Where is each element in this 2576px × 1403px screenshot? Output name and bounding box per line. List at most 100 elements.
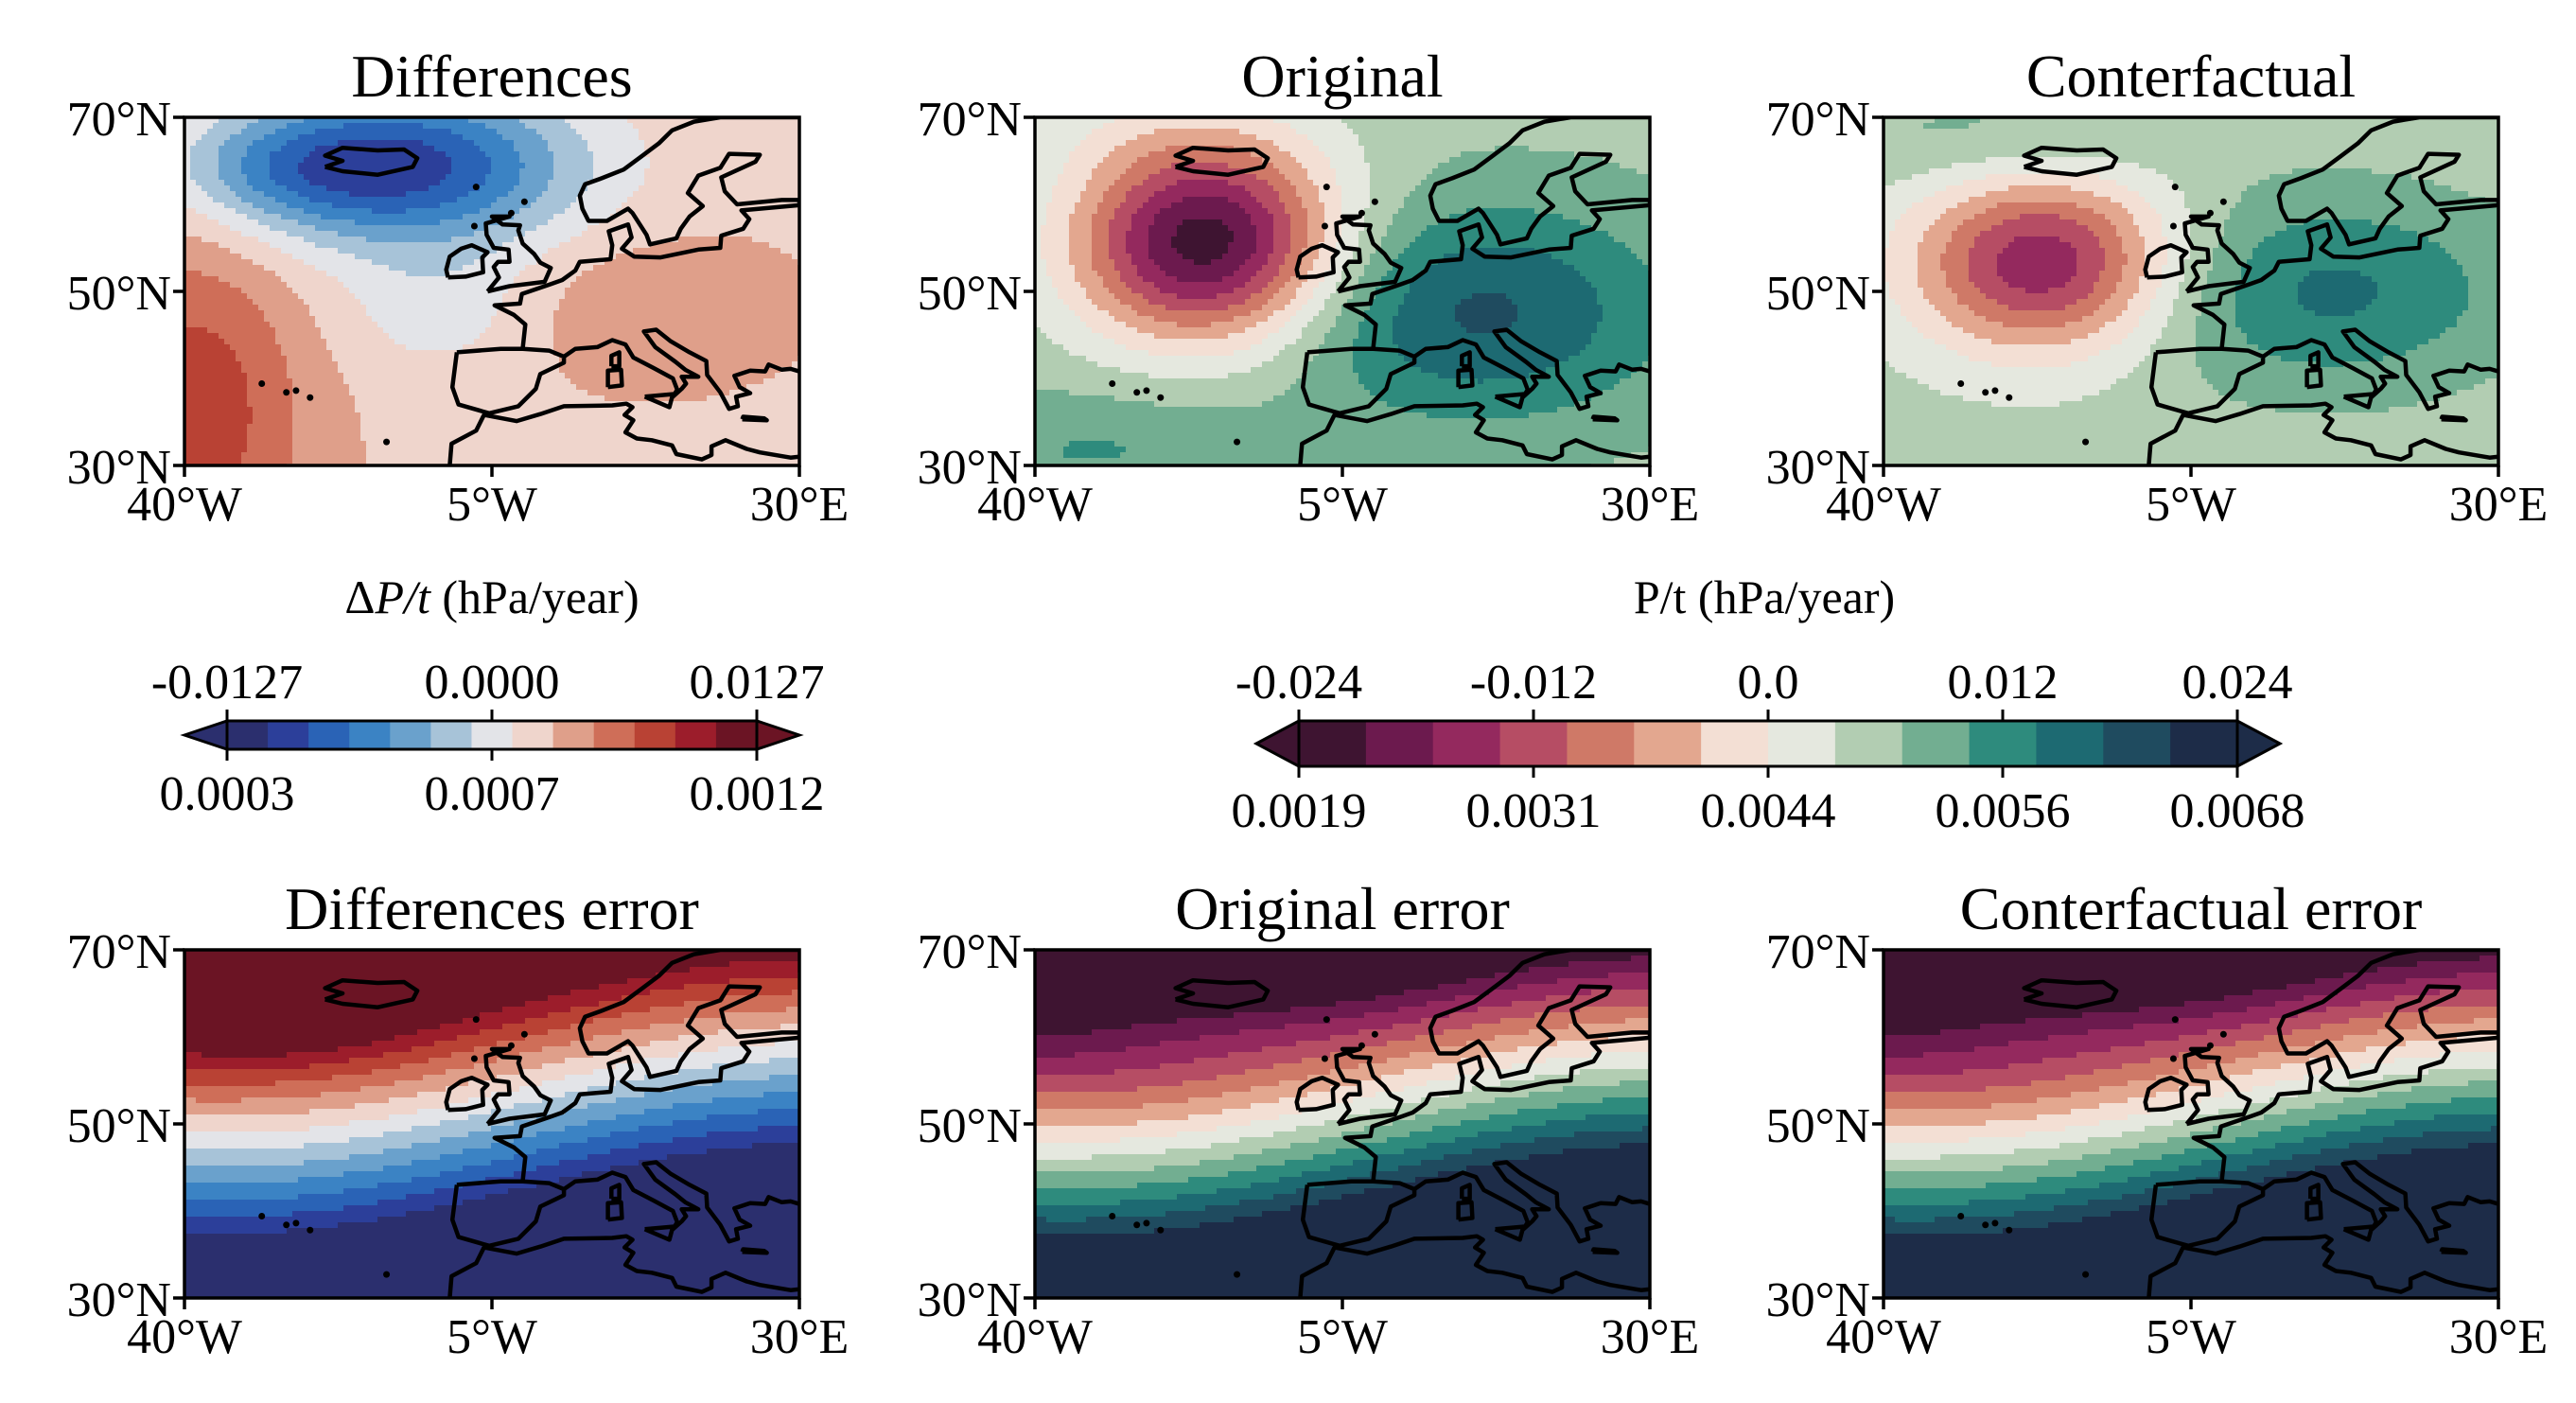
coastline: [1109, 950, 1650, 1298]
colorbar-bottom-tick-label: 0.0012: [690, 767, 825, 821]
lon-tick-label: 5°W: [1297, 478, 1388, 532]
colorbar-extend-high: [2235, 718, 2284, 769]
colorbar-swatch: [2170, 721, 2238, 766]
lon-tick-label: 30°E: [1601, 1310, 1700, 1364]
lat-tick-label: 70°N: [1766, 93, 1870, 147]
colorbar-swatch: [471, 721, 514, 749]
colorbar-swatch: [268, 721, 309, 749]
panel-title: Differences: [351, 43, 632, 110]
lon-tick-label: 40°W: [977, 478, 1093, 532]
lat-tick-label: 30°N: [918, 1273, 1022, 1327]
colorbar-swatch: [2036, 721, 2104, 766]
colorbar-top-tick-label: -0.024: [1235, 656, 1362, 710]
lat-tick-label: 70°N: [918, 93, 1022, 147]
colorbar-bottom-tick-label: 0.0019: [1232, 784, 1367, 838]
lon-tick-label: 40°W: [1826, 478, 1941, 532]
lon-tick-label: 5°W: [447, 478, 537, 532]
colorbar-swatch: [1432, 721, 1501, 766]
lon-tick-label: 30°E: [2449, 478, 2549, 532]
coastline: [258, 950, 799, 1298]
lat-tick-label: 70°N: [1766, 925, 1870, 979]
colorbar-swatch: [593, 721, 636, 749]
panel-title: Conterfactual error: [1960, 875, 2423, 942]
colorbar-differences: -0.0127 0.0000 0.0127 0.0003 0.0007 0.0012 ΔP/…: [151, 570, 825, 821]
map-panel-conterfactual-error: Conterfactual error 70°N 50°N 30°N40°W 5°W 30…: [1766, 875, 2549, 1364]
colorbar-swatch: [1499, 721, 1568, 766]
lat-tick-label: 30°N: [1766, 1273, 1870, 1327]
colorbar-swatch: [1768, 721, 1836, 766]
map-panel-conterfactual: Conterfactual 70°N 50°N 30°N40°W 5°W 30°E: [1766, 43, 2549, 532]
lat-tick-label: 50°N: [918, 1099, 1022, 1153]
colorbar-differences-label: ΔP/t (hPa/year): [344, 570, 639, 623]
colorbar-main: -0.024 -0.012 0.0 0.012 0.024 0.0019 0.0031 0.0…: [1232, 570, 2305, 838]
colorbar-top-tick-label: 0.0127: [690, 656, 825, 710]
colorbar-swatch: [512, 721, 554, 749]
colorbar-swatch: [2103, 721, 2171, 766]
lon-tick-label: 30°E: [750, 478, 850, 532]
colorbar-swatch: [349, 721, 391, 749]
lon-tick-label: 40°W: [1826, 1310, 1941, 1364]
colorbar-bottom-tick-label: 0.0068: [2170, 784, 2305, 838]
colorbar-swatch: [390, 721, 431, 749]
lon-tick-label: 5°W: [1297, 1310, 1388, 1364]
panel-title: Differences error: [285, 875, 699, 942]
colorbar-swatch: [634, 721, 676, 749]
lon-tick-label: 40°W: [127, 1310, 242, 1364]
coastline: [1957, 117, 2498, 465]
colorbar-swatch: [675, 721, 717, 749]
colorbar-extend-low: [1253, 718, 1301, 769]
lat-tick-label: 30°N: [1766, 441, 1870, 495]
contour-field: [1035, 117, 1650, 465]
colorbar-swatch: [715, 721, 758, 749]
lon-tick-label: 30°E: [1601, 478, 1700, 532]
colorbar-swatch: [430, 721, 472, 749]
coastline: [1109, 117, 1650, 465]
lat-tick-label: 30°N: [918, 441, 1022, 495]
lon-tick-label: 40°W: [977, 1310, 1093, 1364]
colorbar-top-tick-label: 0.012: [1948, 656, 2059, 710]
colorbar-bottom-tick-label: 0.0007: [425, 767, 560, 821]
map-panel-differences: Differences 70°N 50°N 30°N40°W 5°W 30°E: [67, 43, 850, 532]
lat-tick-label: 50°N: [67, 1099, 171, 1153]
colorbar-swatch: [552, 721, 595, 749]
map-panel-original-error: Original error 70°N 50°N 30°N40°W 5°W 30°E: [918, 875, 1700, 1364]
lon-tick-label: 40°W: [127, 478, 242, 532]
colorbar-swatch: [308, 721, 350, 749]
lat-tick-label: 70°N: [67, 93, 171, 147]
colorbar-bottom-tick-label: 0.0056: [1936, 784, 2071, 838]
colorbar-swatch: [1834, 721, 1903, 766]
colorbar-main-label: P/t (hPa/year): [1634, 570, 1895, 623]
lat-tick-label: 50°N: [67, 267, 171, 321]
colorbar-bottom-tick-label: 0.0044: [1701, 784, 1836, 838]
lon-tick-label: 5°W: [447, 1310, 537, 1364]
coastline: [1957, 950, 2498, 1298]
lat-tick-label: 50°N: [1766, 1099, 1870, 1153]
colorbar-bottom-tick-label: 0.0003: [160, 767, 295, 821]
colorbar-swatch: [1901, 721, 1971, 766]
panel-title: Original error: [1175, 875, 1510, 942]
map-panel-differences-error: Differences error 70°N 50°N 30°N40°W 5°W 30°E: [67, 875, 850, 1364]
lat-tick-label: 70°N: [918, 925, 1022, 979]
colorbar-swatch: [1299, 721, 1367, 766]
colorbar-top-tick-label: 0.0000: [425, 656, 560, 710]
colorbar-top-tick-label: 0.024: [2182, 656, 2293, 710]
colorbar-swatch: [1701, 721, 1769, 766]
lon-tick-label: 30°E: [750, 1310, 850, 1364]
colorbar-bottom-tick-label: 0.0031: [1466, 784, 1602, 838]
colorbar-top-tick-label: -0.012: [1470, 656, 1597, 710]
lat-tick-label: 30°N: [67, 1273, 171, 1327]
colorbar-extend-low: [180, 718, 229, 752]
colorbar-extend-high: [755, 718, 804, 752]
colorbar-swatch: [227, 721, 269, 749]
colorbar-top-tick-label: -0.0127: [151, 656, 303, 710]
panel-title: Original: [1241, 43, 1443, 110]
lat-tick-label: 30°N: [67, 441, 171, 495]
panel-title: Conterfactual: [2026, 43, 2356, 110]
lon-tick-label: 5°W: [2146, 1310, 2236, 1364]
colorbar-swatch: [1365, 721, 1434, 766]
colorbar-top-tick-label: 0.0: [1738, 656, 1799, 710]
coastline: [258, 117, 799, 465]
lon-tick-label: 30°E: [2449, 1310, 2549, 1364]
colorbar-swatch: [1969, 721, 2037, 766]
